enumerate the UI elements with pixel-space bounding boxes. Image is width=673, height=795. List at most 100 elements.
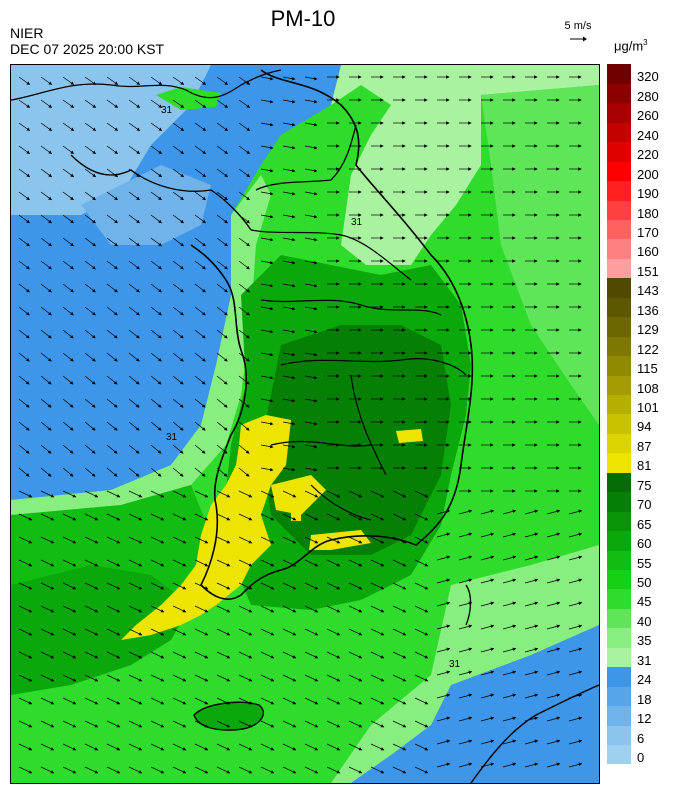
wind-arrow-icon — [304, 168, 318, 173]
wind-arrow-icon — [194, 743, 209, 751]
exceedance-region-south-coast — [271, 475, 326, 515]
wind-arrow-icon — [458, 739, 473, 745]
colorbar-tick-label: 143 — [637, 283, 659, 299]
colorbar-tick-label: 260 — [637, 108, 659, 124]
wind-arrow-icon — [304, 306, 318, 311]
wind-arrow-icon — [480, 762, 495, 768]
wind-arrow-icon — [282, 720, 297, 728]
wind-arrow-icon — [546, 601, 561, 607]
wind-arrow-icon — [282, 375, 296, 380]
exceedance-region-southwest — [121, 415, 291, 640]
wind-arrow-icon — [172, 306, 184, 316]
colorbar-swatch — [607, 705, 631, 726]
wind-arrow-icon — [304, 398, 318, 403]
wind-arrow-icon — [18, 191, 30, 201]
wind-arrow-icon — [172, 76, 185, 85]
wind-arrow-icon — [106, 375, 118, 385]
wind-arrow-icon — [40, 674, 55, 682]
wind-arrow-icon — [216, 283, 228, 293]
wind-arrow-icon — [414, 766, 429, 774]
wind-arrow-icon — [18, 536, 33, 544]
wind-arrow-icon — [436, 693, 451, 699]
colorbar-tick-label: 180 — [637, 205, 659, 221]
wind-arrow-icon — [84, 145, 97, 155]
wind-arrow-icon — [84, 375, 96, 385]
wind-arrow-icon — [18, 214, 30, 224]
colorbar-swatch — [607, 394, 631, 415]
colorbar-tick-label: 240 — [637, 127, 659, 143]
wind-arrow-icon — [128, 145, 141, 155]
wind-arrow-icon — [414, 582, 429, 590]
wind-arrow-icon — [392, 490, 407, 498]
wind-arrow-icon — [128, 214, 140, 224]
wind-arrow-icon — [84, 444, 96, 454]
wind-arrow-icon — [216, 352, 228, 362]
wind-arrow-icon — [128, 674, 143, 682]
wind-arrow-icon — [260, 720, 275, 728]
wind-arrow-icon — [150, 306, 162, 316]
colorbar-swatch — [607, 433, 631, 454]
wind-arrow-icon — [568, 555, 583, 561]
wind-arrow-icon — [238, 283, 250, 293]
wind-arrow-icon — [304, 260, 318, 265]
colorbar-swatch — [607, 64, 631, 84]
wind-arrow-icon — [84, 766, 99, 774]
wind-arrow-icon — [238, 237, 250, 247]
wind-arrow-icon — [84, 398, 96, 408]
wind-arrow-icon — [238, 628, 253, 636]
wind-arrow-icon — [282, 260, 296, 265]
wind-arrow-icon — [568, 578, 583, 584]
wind-arrow-icon — [172, 283, 184, 293]
wind-arrow-icon — [260, 444, 274, 449]
wind-arrow-icon — [216, 674, 231, 682]
wind-arrow-icon — [194, 720, 209, 728]
wind-arrow-icon — [524, 762, 539, 768]
wind-arrow-icon — [62, 467, 74, 477]
pm10-concentration-map[interactable]: 31 31 31 31 — [10, 64, 600, 784]
wind-arrow-icon — [216, 398, 228, 408]
wind-arrow-icon — [392, 513, 407, 521]
wind-arrow-icon — [106, 490, 121, 498]
wind-arrow-icon — [194, 628, 209, 636]
colorbar-swatch — [607, 336, 631, 357]
wind-arrow-icon — [216, 76, 229, 85]
wind-arrow-icon — [128, 628, 143, 636]
wind-arrow-icon — [546, 532, 561, 538]
wind-arrow-icon — [370, 605, 385, 613]
lowest-concentration-region-northwest — [11, 65, 211, 215]
wind-arrow-icon — [84, 467, 96, 477]
wind-arrow-icon — [458, 716, 473, 722]
wind-arrow-icon — [304, 605, 319, 613]
colorbar-swatch — [607, 83, 631, 104]
wind-arrow-icon — [150, 536, 165, 544]
wind-arrow-icon — [304, 467, 318, 472]
wind-arrow-icon — [238, 467, 250, 477]
wind-arrow-icon — [260, 743, 275, 751]
colorbar-swatch — [607, 530, 631, 551]
wind-arrow-icon — [150, 76, 163, 85]
wind-arrow-icon — [370, 513, 385, 521]
wind-arrow-icon — [18, 306, 30, 316]
wind-arrow-icon — [106, 99, 119, 108]
wind-arrow-icon — [414, 536, 429, 544]
light-blue-region-sea — [81, 165, 211, 245]
wind-arrow-icon — [106, 743, 121, 751]
wind-arrow-icon — [40, 582, 55, 590]
wind-arrow-icon — [216, 743, 231, 751]
wind-arrow-icon — [18, 237, 30, 247]
wind-arrow-icon — [260, 559, 275, 567]
wind-arrow-icon — [84, 605, 99, 613]
colorbar-swatch — [607, 180, 631, 201]
wind-arrow-icon — [106, 237, 118, 247]
colorbar-tick-label: 136 — [637, 302, 659, 318]
wind-arrow-icon — [150, 513, 165, 521]
wind-arrow-icon — [62, 283, 74, 293]
colorbar-swatch — [607, 258, 631, 279]
colorbar-swatch — [607, 744, 631, 765]
wind-arrow-icon — [260, 513, 275, 521]
wind-arrow-icon — [282, 329, 296, 334]
wind-arrow-icon — [414, 720, 429, 728]
wind-arrow-icon — [18, 375, 30, 385]
wind-arrow-icon — [18, 421, 30, 431]
wind-arrow-icon — [18, 628, 33, 636]
